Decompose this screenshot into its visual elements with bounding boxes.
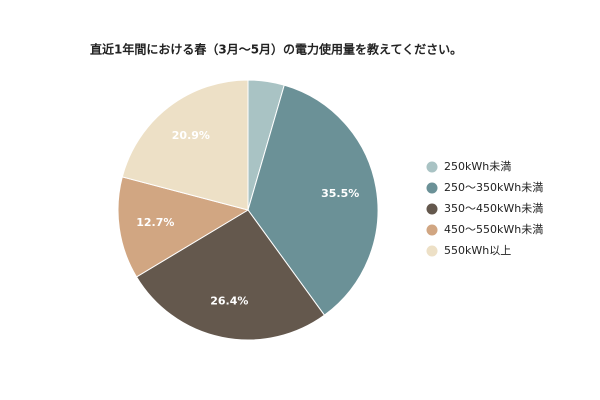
pie-slice [247,84,379,316]
legend-label: 550kWh以上 [444,244,511,257]
value-label: 35.5% [321,187,359,200]
legend-marker [426,182,438,194]
legend-marker [426,161,438,173]
value-label: 12.7% [136,216,174,229]
legend-label: 250～350kWh未満 [444,181,543,194]
pie-slice [135,209,326,341]
legend-marker [426,224,438,236]
chart-title: 直近1年間における春（3月～5月）の電力使用量を教えてください。 [90,42,462,57]
legend-marker [426,245,438,257]
legend-marker [426,203,438,215]
legend-label: 450～550kWh未満 [444,223,543,236]
value-label: 26.4% [210,295,248,308]
legend-label: 350～450kWh未満 [444,202,543,215]
pie-slice [121,79,249,211]
legend-label: 250kWh未満 [444,160,511,173]
value-label: 20.9% [172,129,210,142]
